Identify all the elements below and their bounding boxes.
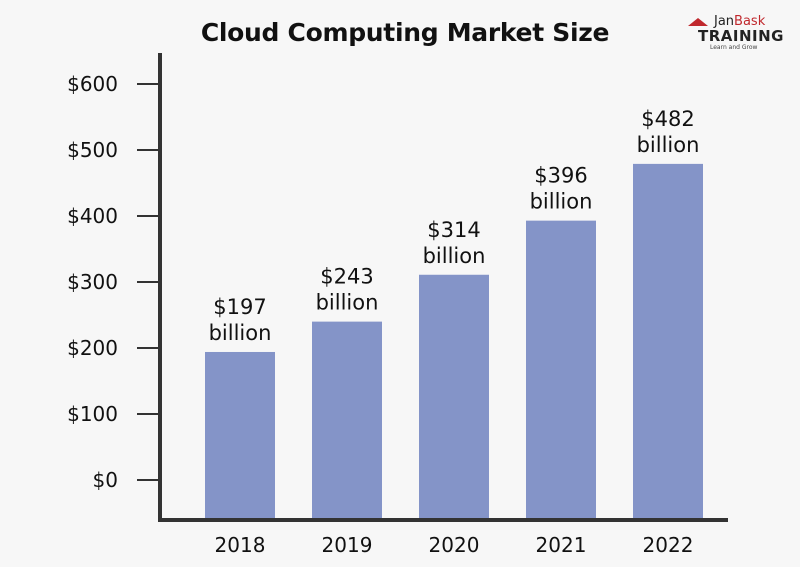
- bar-2020: [419, 274, 489, 520]
- x-tick-label: 2021: [536, 533, 587, 557]
- data-label-unit: billion: [209, 321, 272, 345]
- y-tick-label: $500: [67, 138, 118, 162]
- data-label-value: $197: [213, 295, 266, 319]
- y-tick-label: $400: [67, 204, 118, 228]
- graduation-cap-icon: [688, 18, 708, 26]
- x-tick-label: 2022: [643, 533, 694, 557]
- y-tick-label: $200: [67, 336, 118, 360]
- data-label-value: $243: [320, 265, 373, 289]
- data-label-unit: billion: [530, 190, 593, 214]
- bar-2021: [526, 220, 596, 520]
- data-label-unit: billion: [637, 133, 700, 157]
- logo-brand-b: Bask: [734, 14, 766, 29]
- y-tick-label: $0: [93, 468, 118, 492]
- data-label-value: $482: [641, 107, 694, 131]
- bar-2022: [633, 163, 703, 520]
- data-label-value: $396: [534, 164, 587, 188]
- data-label-unit: billion: [316, 291, 379, 315]
- logo-brand: JanBask: [714, 14, 765, 29]
- y-tick-label: $100: [67, 402, 118, 426]
- logo-name: TRAINING: [698, 27, 784, 45]
- x-tick-label: 2019: [322, 533, 373, 557]
- logo-brand-a: Jan: [714, 14, 735, 29]
- y-tick-label: $300: [67, 270, 118, 294]
- bar-2018: [205, 351, 275, 520]
- bar-2019: [312, 321, 382, 520]
- data-label-unit: billion: [423, 244, 486, 268]
- chart-title: Cloud Computing Market Size: [200, 18, 610, 47]
- x-tick-label: 2020: [429, 533, 480, 557]
- x-tick-label: 2018: [215, 533, 266, 557]
- y-tick-label: $600: [67, 72, 118, 96]
- data-label-value: $314: [427, 218, 480, 242]
- logo-tagline: Learn and Grow: [710, 44, 758, 51]
- janbask-logo: JanBask TRAINING Learn and Grow: [688, 14, 798, 54]
